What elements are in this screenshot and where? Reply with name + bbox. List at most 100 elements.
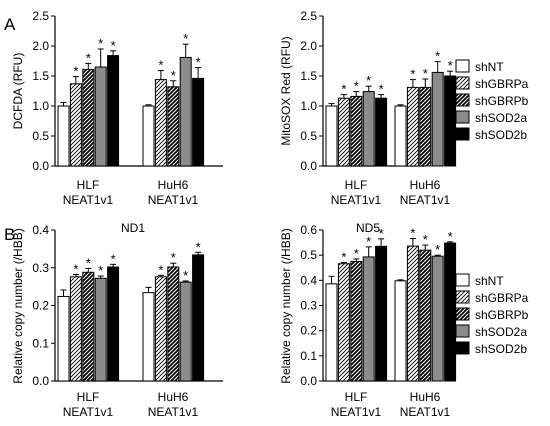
bar	[419, 86, 432, 167]
significance-star: *	[379, 226, 384, 241]
bar	[325, 105, 338, 167]
y-axis-label: Relative copy number (/HBB)	[11, 228, 25, 383]
significance-star: *	[158, 58, 163, 73]
bar	[142, 105, 155, 167]
legend-label: shGBRPb	[475, 308, 529, 322]
y-tick-label: 2.0	[32, 39, 49, 53]
legend-swatch	[455, 110, 470, 124]
bar	[406, 86, 419, 167]
significance-star: *	[410, 67, 415, 82]
significance-star: *	[354, 246, 359, 261]
y-tick-label: 1.0	[32, 99, 49, 113]
panel-letter-b: B	[4, 225, 15, 244]
bar	[82, 271, 95, 382]
y-tick-label: 1.0	[300, 99, 317, 113]
y-tick-label: 0.1	[32, 336, 49, 350]
significance-star: *	[98, 36, 103, 51]
legend-swatch	[455, 273, 470, 287]
bar	[431, 255, 444, 382]
bar	[394, 280, 407, 382]
significance-star: *	[111, 38, 116, 53]
legend-label: shSOD2b	[475, 128, 527, 142]
bar	[337, 97, 350, 167]
bar	[444, 75, 457, 167]
bar	[375, 97, 388, 167]
bar	[192, 254, 205, 382]
significance-star: *	[73, 64, 78, 79]
significance-star: *	[86, 50, 91, 65]
x-category-label: NEAT1v1	[331, 193, 382, 207]
y-axis-label: DCFDA (RFU)	[11, 53, 25, 130]
y-tick-label: 0.5	[300, 129, 317, 143]
bar	[192, 77, 205, 167]
chart-mitosox: 0.0 0.5 1.0 1.5 2.0 2.5 MitoSOX Red (RFU) * * * * H…	[279, 9, 457, 207]
y-tick-label: 2.0	[300, 39, 317, 53]
bar	[167, 86, 180, 167]
y-tick-label: 0.4	[32, 223, 49, 237]
bar	[362, 91, 375, 167]
y-tick-label: 0.2	[32, 299, 49, 313]
legend-swatch	[455, 307, 470, 321]
bar	[419, 249, 432, 382]
significance-star: *	[73, 262, 78, 277]
bar	[394, 105, 407, 167]
significance-star: *	[435, 242, 440, 257]
legend-swatch	[455, 76, 470, 90]
significance-star: *	[448, 229, 453, 244]
bar	[154, 79, 167, 167]
significance-star: *	[366, 73, 371, 88]
significance-star: *	[379, 82, 384, 97]
bar	[107, 266, 120, 382]
significance-star: *	[341, 82, 346, 97]
legend-swatch	[455, 324, 470, 338]
significance-star: *	[86, 256, 91, 271]
x-category-label: HuH6	[158, 178, 189, 192]
y-tick-label: 0.0	[300, 159, 317, 173]
x-category-label: NEAT1v1	[63, 405, 114, 419]
bar	[69, 83, 82, 167]
y-tick-label: 0.3	[300, 299, 317, 313]
y-axis-label: Relative copy number (/HBB)	[279, 228, 293, 383]
y-tick-label: 0.5	[32, 129, 49, 143]
legend-label: shSOD2a	[475, 325, 527, 339]
legend-swatch	[455, 127, 470, 141]
legend-swatch	[455, 341, 470, 355]
bar	[179, 56, 192, 167]
bar	[94, 277, 107, 382]
chart-title: ND1	[121, 221, 145, 235]
bar	[406, 245, 419, 382]
significance-star: *	[435, 49, 440, 64]
legend-swatch	[455, 93, 470, 107]
significance-star: *	[354, 79, 359, 94]
legend-label: shGBRPb	[475, 94, 529, 108]
y-tick-label: 0.5	[300, 248, 317, 262]
x-category-label: HuH6	[158, 390, 189, 404]
y-tick-label: 0.0	[32, 159, 49, 173]
significance-star: *	[171, 250, 176, 265]
bar	[350, 260, 363, 382]
bar	[69, 276, 82, 382]
bar	[154, 276, 167, 382]
significance-star: *	[196, 239, 201, 254]
bar	[375, 245, 388, 382]
chart-title: ND5	[356, 221, 380, 235]
bar	[167, 266, 180, 382]
x-category-label: HLF	[345, 390, 368, 404]
significance-star: *	[341, 249, 346, 264]
panel-letter-a: A	[4, 15, 16, 34]
legend-label: shGBRPa	[475, 77, 529, 91]
x-category-label: HLF	[345, 178, 368, 192]
significance-star: *	[196, 55, 201, 70]
bar	[107, 55, 120, 167]
y-tick-label: 0.0	[32, 374, 49, 388]
y-tick-label: 2.5	[300, 9, 317, 23]
bar	[431, 71, 444, 167]
bar	[337, 263, 350, 382]
legend-bottom: shNT shGBRPa shGBRPb shSOD2a shSOD2b	[455, 273, 529, 356]
bar	[325, 283, 338, 382]
y-tick-label: 1.5	[32, 69, 49, 83]
significance-star: *	[171, 68, 176, 83]
legend-swatch	[455, 59, 470, 73]
x-category-label: HuH6	[410, 178, 441, 192]
